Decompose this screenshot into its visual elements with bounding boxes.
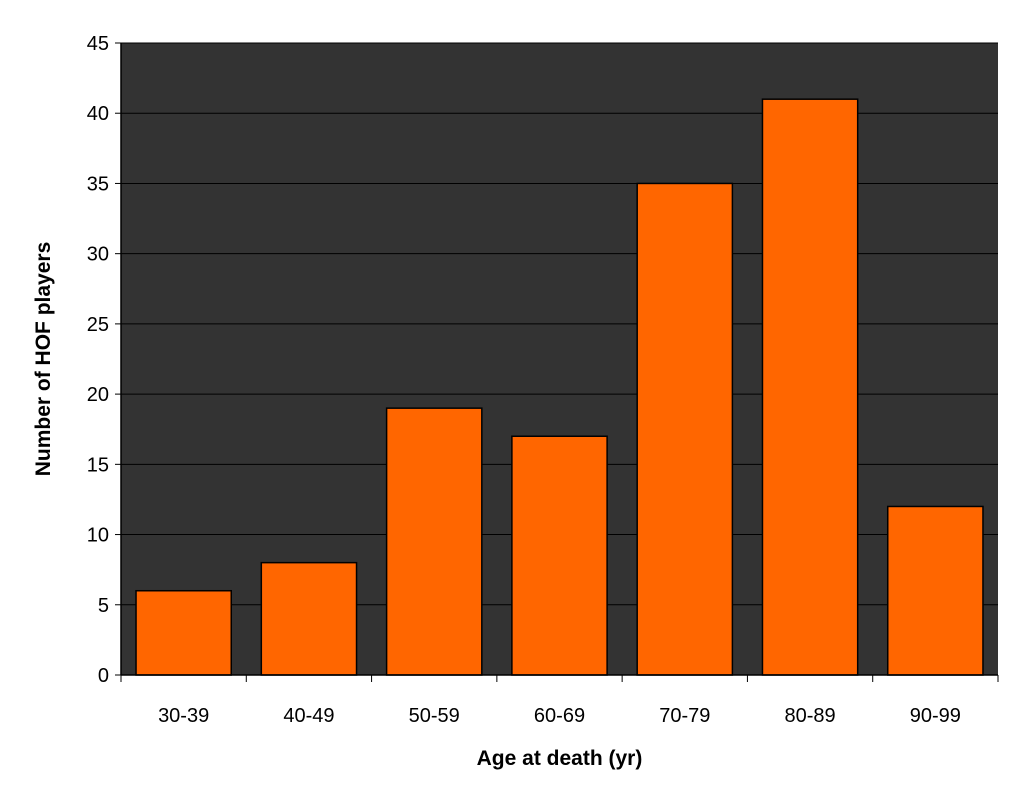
y-tick-label: 10 [87, 525, 109, 547]
bar-90-99 [886, 505, 984, 676]
x-axis-title: Age at death (yr) [477, 747, 643, 770]
bar-40-49 [260, 561, 358, 676]
x-tick-labels: 30-39 40-49 50-59 60-69 70-79 80-89 90-99 [158, 705, 961, 727]
bars [135, 98, 984, 676]
y-tick-label: 30 [87, 244, 109, 266]
bar-80-89 [761, 98, 859, 676]
bar-70-79 [636, 182, 734, 676]
x-tick-label: 60-69 [534, 705, 585, 727]
y-tick-label: 25 [87, 314, 109, 336]
x-tick-label: 50-59 [409, 705, 460, 727]
y-tick-label: 5 [98, 595, 109, 617]
y-tick-labels: 0 5 10 15 20 25 30 35 40 45 [87, 33, 109, 687]
x-tick-label: 90-99 [910, 705, 961, 727]
y-tick-label: 35 [87, 173, 109, 195]
y-tick-label: 20 [87, 384, 109, 406]
axes [115, 42, 999, 682]
y-tick-label: 0 [98, 665, 109, 687]
y-tick-label: 15 [87, 454, 109, 476]
y-tick-label: 40 [87, 103, 109, 125]
y-axis-title: Number of HOF players [32, 242, 55, 477]
x-tick-label: 40-49 [283, 705, 334, 727]
bar-60-69 [511, 435, 608, 676]
y-tick-label: 45 [87, 33, 109, 55]
x-tick-label: 80-89 [784, 705, 835, 727]
bar-30-39 [135, 589, 233, 676]
x-tick-label: 70-79 [659, 705, 710, 727]
bar-50-59 [385, 407, 483, 676]
x-tick-label: 30-39 [158, 705, 209, 727]
